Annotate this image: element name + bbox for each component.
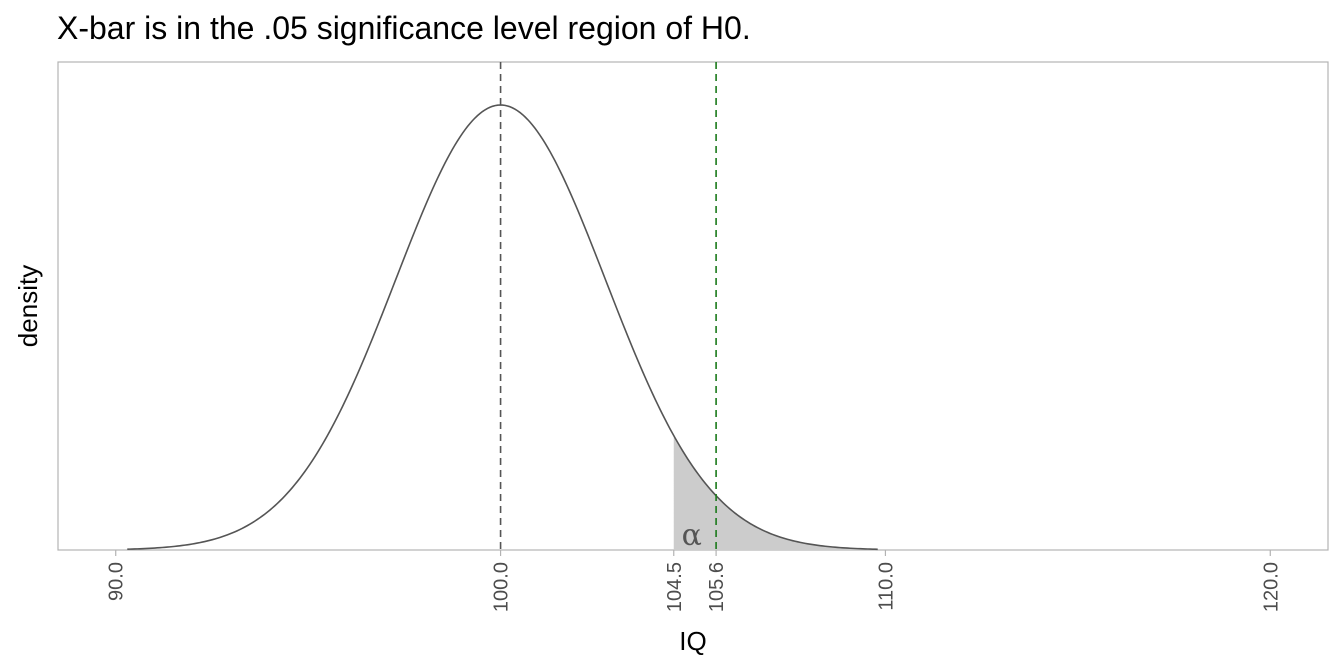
x-tick-label-1: 100.0 <box>491 562 513 612</box>
x-tick-label-3: 105.6 <box>706 562 728 612</box>
alpha-label: α <box>682 518 702 553</box>
chart-title: X-bar is in the .05 significance level r… <box>57 10 751 46</box>
x-tick-label-0: 90.0 <box>106 562 128 601</box>
density-curve <box>127 104 878 551</box>
y-axis-title: density <box>13 265 43 347</box>
x-tick-label-2: 104.5 <box>664 562 686 612</box>
x-tick-label-4: 110.0 <box>875 562 897 611</box>
alpha-region <box>673 435 878 550</box>
x-axis-title: IQ <box>679 626 706 656</box>
x-tick-label-5: 120.0 <box>1260 562 1282 612</box>
